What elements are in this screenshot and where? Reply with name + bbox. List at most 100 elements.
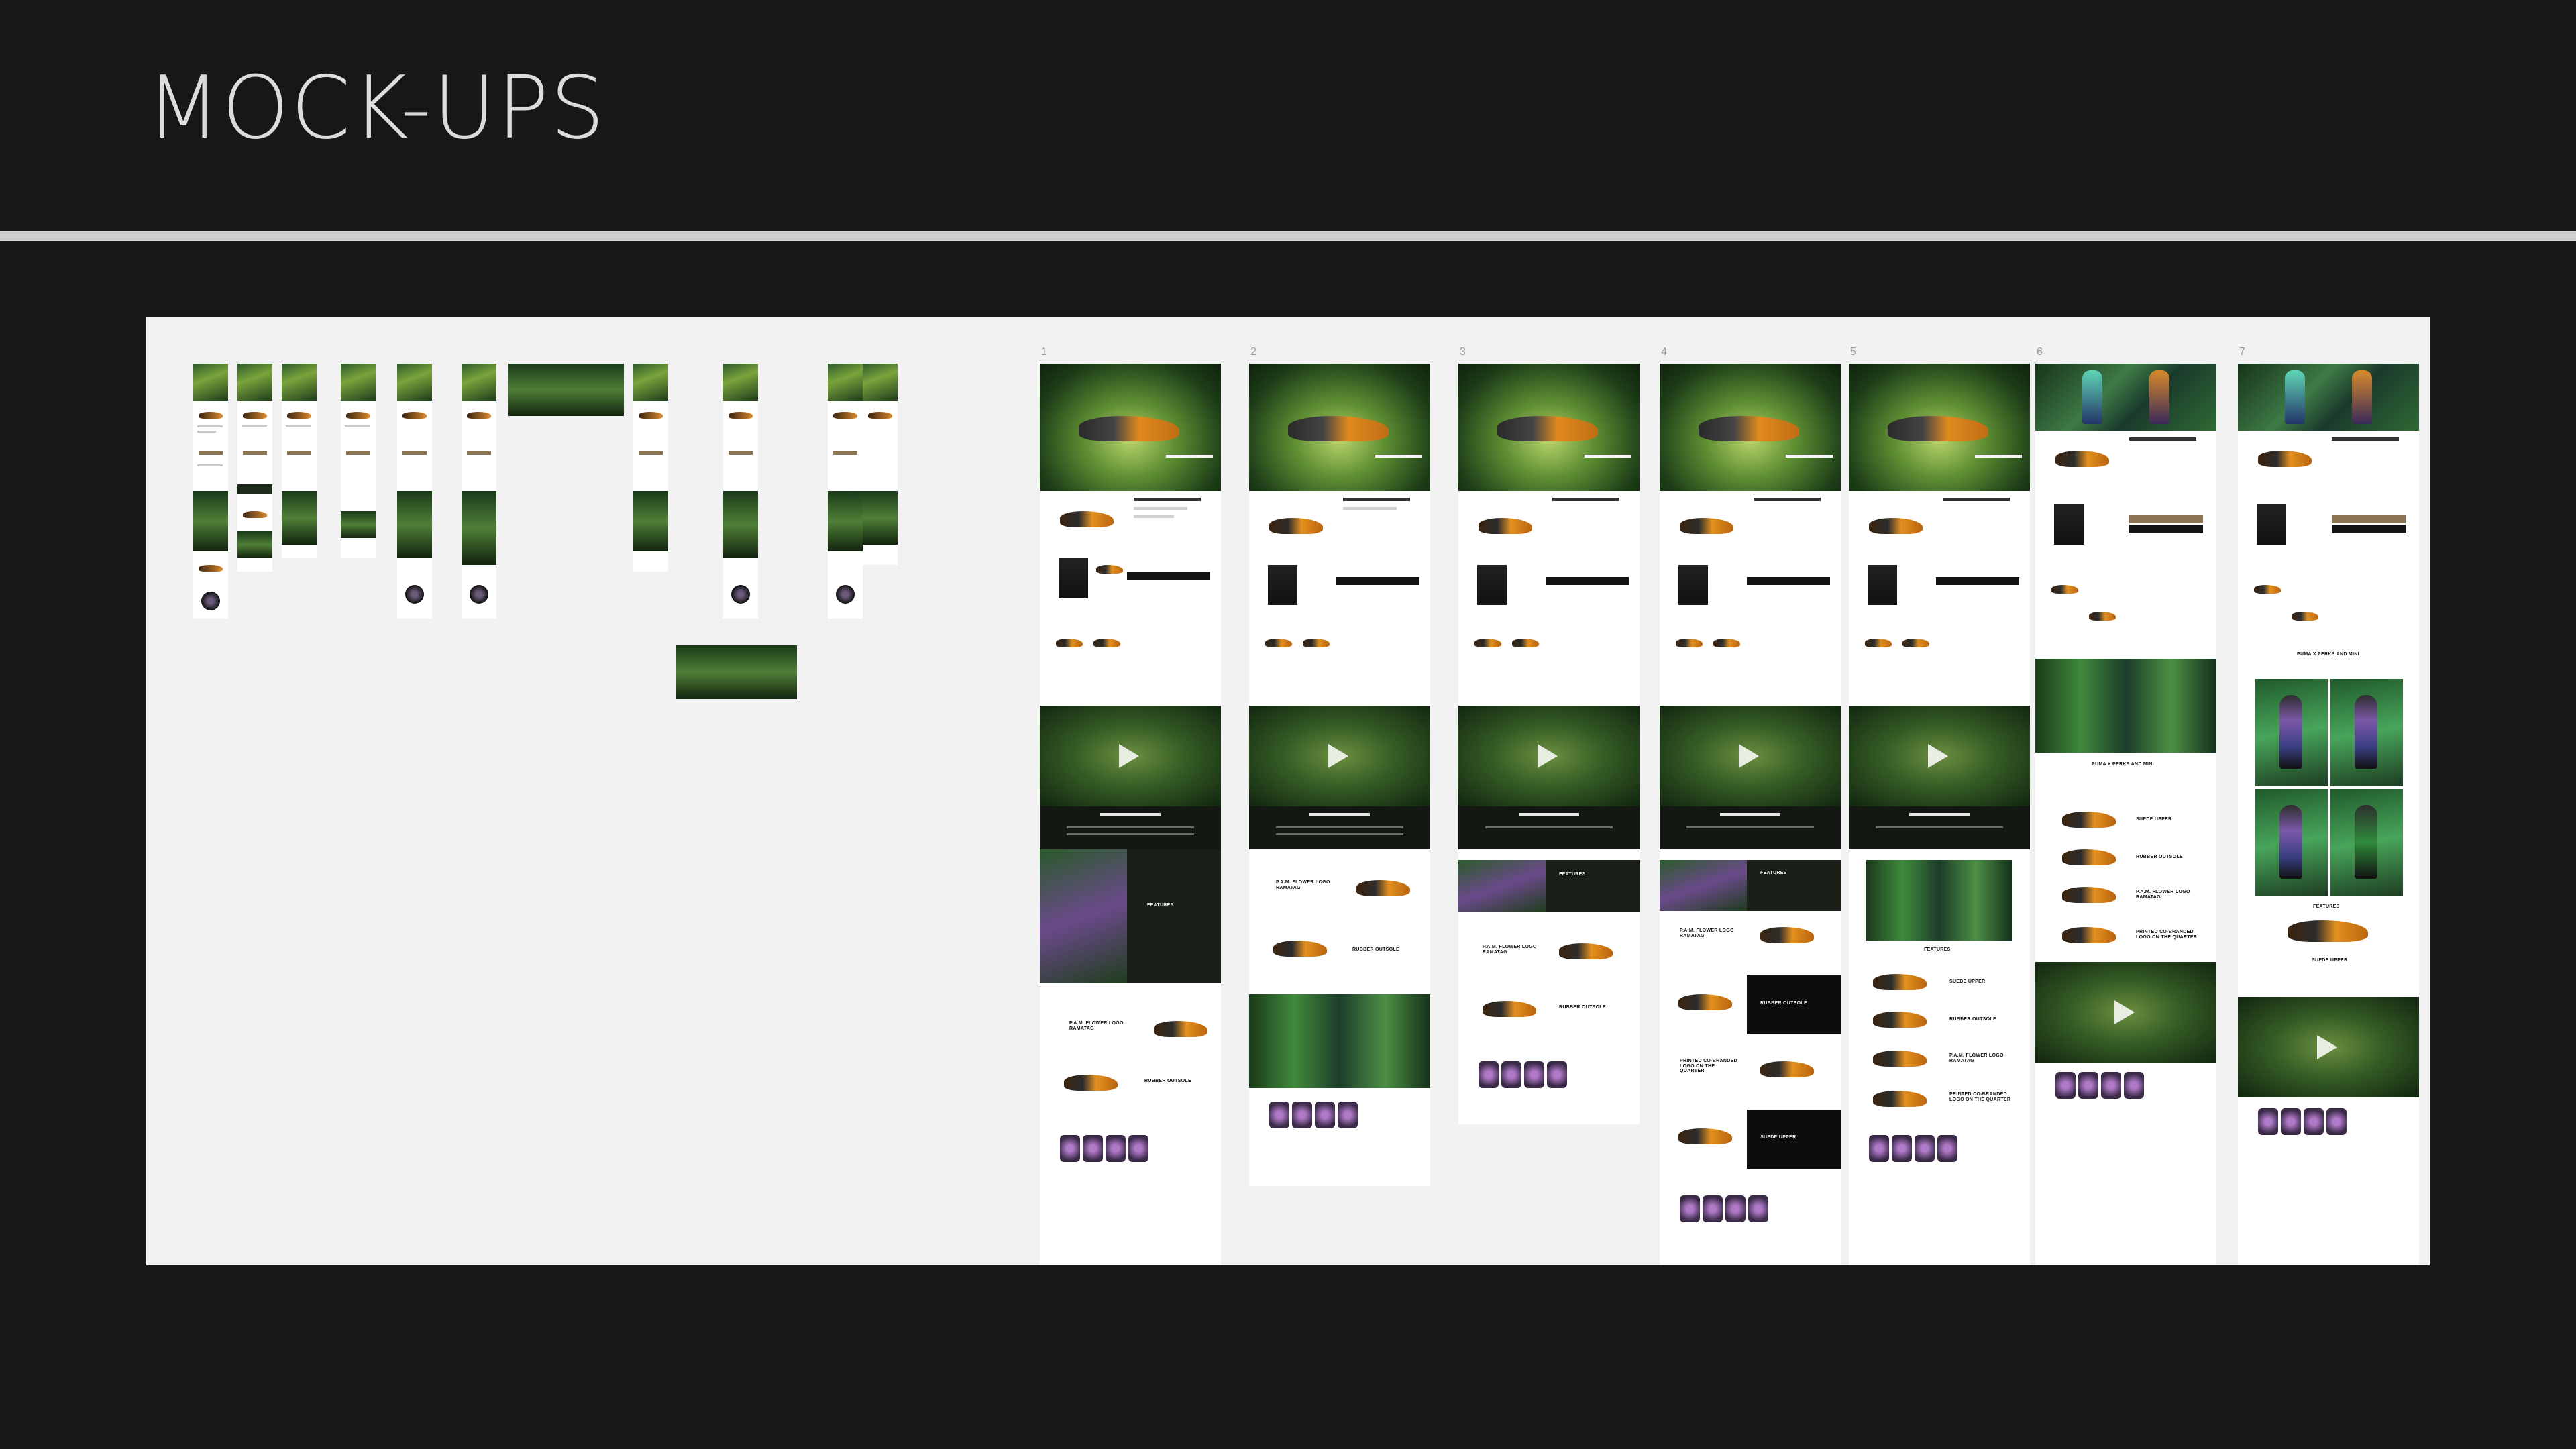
- feature-dark-block: [1747, 1110, 1841, 1169]
- product-title: [1754, 498, 1821, 501]
- shoe-image: [1869, 518, 1923, 534]
- text-line: [1100, 813, 1161, 816]
- shoe-image: [868, 412, 892, 419]
- mockup-board: 1 FEATURES P.A.M. FLOWER LOGO RAMATAG RU…: [146, 317, 2430, 1265]
- title-divider: [0, 231, 2576, 241]
- video-block: [1249, 706, 1430, 806]
- hero-image: [863, 364, 898, 401]
- mobile-mockup: [462, 364, 496, 619]
- video-block: [462, 491, 496, 565]
- shoe-image: [2254, 585, 2281, 594]
- shoe-image: [2089, 612, 2116, 621]
- shoe-image: [1902, 639, 1929, 647]
- desktop-mockup-7: 7 PUMA X PERKS AND MINI FEATURES SUEDE U…: [2238, 346, 2419, 1265]
- add-to-cart-button: [1747, 577, 1830, 585]
- video-block: [863, 491, 898, 545]
- hero-image: [2035, 364, 2216, 431]
- text-line: [1276, 833, 1403, 835]
- feature-label: RUBBER OUTSOLE: [1949, 1017, 1996, 1022]
- play-icon[interactable]: [1928, 744, 1948, 768]
- text-line: [286, 425, 311, 427]
- checkout-button: [2129, 525, 2203, 533]
- shoe-image: [1873, 1051, 1927, 1067]
- video-block: [1660, 706, 1841, 806]
- gallery-strip: [676, 645, 797, 699]
- text-line: [241, 425, 267, 427]
- product-title: [1134, 498, 1201, 501]
- mockup-number: 5: [1850, 346, 1856, 358]
- text-line: [1309, 813, 1370, 816]
- gallery-strip: [508, 364, 624, 416]
- hero-image: [1849, 364, 2030, 491]
- mobile-mockup: [237, 364, 272, 572]
- play-icon[interactable]: [1538, 744, 1558, 768]
- model-legs-image: [2054, 504, 2084, 545]
- shoe-image: [1680, 518, 1733, 534]
- product-title: [2332, 437, 2399, 441]
- model-legs-image: [1477, 565, 1507, 605]
- video-block: [193, 491, 228, 551]
- video-block: [1040, 706, 1221, 806]
- gallery-image: [2255, 789, 2328, 896]
- play-icon[interactable]: [1739, 744, 1759, 768]
- feature-label: P.A.M. FLOWER LOGO RAMATAG: [1949, 1053, 2004, 1063]
- play-icon[interactable]: [2114, 1000, 2135, 1024]
- feature-label: RUBBER OUTSOLE: [2136, 855, 2183, 859]
- thumbnail-row: [1269, 1102, 1360, 1131]
- text-line: [1134, 507, 1187, 510]
- thumbnail-row: [1479, 1061, 1570, 1091]
- shoe-image: [2051, 585, 2078, 594]
- add-to-cart-button: [402, 451, 427, 455]
- shoe-image: [2062, 927, 2116, 943]
- model-figure: [2279, 695, 2302, 769]
- play-icon[interactable]: [1119, 744, 1139, 768]
- hero-caption: [1975, 455, 2022, 458]
- shoe-image: [1676, 639, 1703, 647]
- feature-label: P.A.M. FLOWER LOGO RAMATAG: [1276, 880, 1330, 890]
- shoe-image: [1154, 1021, 1208, 1037]
- add-to-cart-button: [2332, 515, 2406, 523]
- shoe-image: [1873, 1012, 1927, 1028]
- gallery-image: [341, 511, 376, 538]
- shoe-image: [2062, 849, 2116, 865]
- shoe-image: [1888, 416, 1988, 441]
- text-line: [1485, 826, 1613, 828]
- mockup-number: 6: [2037, 346, 2043, 358]
- features-title-band: [1849, 806, 2030, 849]
- hero-image: [633, 364, 668, 401]
- add-to-cart-button: [346, 451, 370, 455]
- play-icon[interactable]: [2317, 1035, 2337, 1059]
- feature-label: RUBBER OUTSOLE: [1559, 1005, 1606, 1010]
- model-figure: [2082, 370, 2102, 424]
- features-title-band: [1040, 806, 1221, 849]
- text-line: [1134, 515, 1174, 518]
- shoe-image: [1096, 565, 1123, 574]
- thumbnail-row: [1060, 1135, 1151, 1165]
- shoe-image: [1865, 639, 1892, 647]
- desktop-mockup-6: 6 PUMA X PERKS AND MINI SUEDE UPPER RUBB…: [2035, 346, 2216, 1265]
- features-title-band: [1458, 806, 1640, 849]
- mobile-mockup: [828, 364, 863, 619]
- play-icon[interactable]: [1328, 744, 1348, 768]
- shoe-image: [639, 412, 663, 419]
- feature-label: FEATURES: [1147, 903, 1174, 908]
- video-block: [397, 491, 432, 558]
- feature-label: PUMA X PERKS AND MINI: [2297, 652, 2359, 657]
- text-line: [1276, 826, 1403, 828]
- shoe-image: [1079, 416, 1179, 441]
- dark-section: [237, 484, 272, 494]
- hero-image: [193, 364, 228, 401]
- hero-image: [397, 364, 432, 401]
- model-figure: [2355, 695, 2377, 769]
- shoe-image: [243, 511, 267, 518]
- video-block: [723, 491, 758, 558]
- hero-image: [723, 364, 758, 401]
- hero-image: [462, 364, 496, 401]
- features-section: FEATURES: [1458, 860, 1640, 912]
- shoe-image: [2292, 612, 2318, 621]
- features-section: FEATURES: [1660, 860, 1841, 911]
- shoe-image: [243, 412, 267, 419]
- gallery-row: [1866, 860, 2012, 941]
- video-block: [828, 491, 863, 551]
- slide-title: MOCK-UPS: [146, 58, 606, 158]
